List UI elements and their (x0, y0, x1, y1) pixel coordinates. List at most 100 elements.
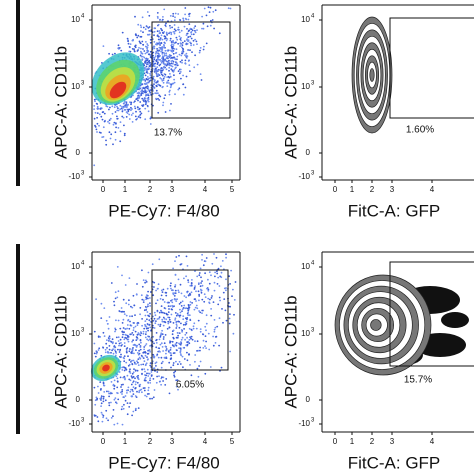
event-dot (167, 79, 170, 82)
x-tick-label: 0 (101, 437, 106, 446)
event-dot (179, 71, 182, 73)
event-dot (135, 344, 138, 347)
event-dot (164, 73, 167, 76)
event-dot (146, 76, 149, 78)
event-dot (210, 274, 212, 277)
event-dot (207, 332, 210, 335)
event-dot (209, 366, 212, 368)
event-dot (187, 314, 190, 316)
event-dot (176, 38, 179, 41)
event-dot (145, 77, 148, 80)
event-dot (228, 317, 231, 320)
event-dot (137, 374, 140, 377)
event-dot (216, 325, 219, 328)
event-dot (179, 363, 182, 365)
event-dot (139, 313, 142, 316)
gate (151, 21, 231, 119)
event-dot (207, 6, 210, 9)
event-dot (176, 298, 179, 301)
event-dot (183, 295, 186, 297)
event-dot (138, 114, 141, 117)
event-dot (136, 97, 139, 100)
event-dot (130, 324, 133, 327)
event-dot (121, 109, 124, 112)
event-dot (98, 113, 101, 116)
event-dot (159, 325, 162, 327)
event-dot (135, 381, 137, 383)
event-dot (166, 85, 169, 87)
event-dot (148, 90, 151, 93)
event-dot (202, 264, 205, 267)
event-dot (163, 97, 166, 100)
event-dot (155, 365, 157, 367)
x-tick-label: 1 (123, 437, 128, 446)
x-axis-label: FitC-A: GFP (348, 453, 441, 472)
event-dot (93, 117, 96, 120)
event-dot (187, 309, 190, 312)
event-dot (133, 352, 135, 355)
event-dot (182, 83, 185, 85)
event-dot (123, 369, 126, 372)
event-dot (152, 86, 155, 89)
event-dot (186, 55, 189, 58)
event-dot (142, 31, 144, 34)
event-dot (116, 117, 119, 120)
event-dot (127, 108, 130, 111)
event-dot (133, 105, 136, 108)
event-dot (216, 283, 219, 285)
event-dot (140, 363, 143, 366)
event-dot (137, 377, 139, 380)
event-dot (159, 351, 161, 353)
event-dot (198, 282, 200, 284)
event-dot (171, 26, 174, 29)
event-dot (162, 32, 165, 34)
event-dot (110, 381, 113, 383)
event-dot (169, 346, 172, 349)
event-dot (107, 120, 109, 123)
event-dot (144, 100, 147, 103)
event-dot (170, 62, 173, 65)
event-dot (205, 322, 208, 325)
event-dot (108, 402, 110, 404)
event-dot (117, 348, 119, 351)
event-dot (122, 116, 125, 119)
event-dot (108, 122, 111, 125)
event-dot (162, 350, 165, 352)
event-dot (156, 353, 159, 356)
event-dot (149, 302, 151, 304)
event-dot (162, 380, 165, 382)
event-dot (140, 52, 143, 55)
event-dot (96, 122, 99, 125)
event-dot (116, 377, 119, 380)
event-dot (158, 32, 161, 35)
event-dot (143, 50, 146, 52)
event-dot (161, 53, 164, 55)
event-dot (157, 283, 160, 286)
event-dot (215, 256, 218, 259)
event-dot (164, 49, 167, 52)
event-dot (157, 35, 160, 38)
event-dot (111, 53, 114, 56)
event-dot (164, 24, 167, 27)
event-dot (100, 399, 102, 401)
event-dot (185, 332, 188, 334)
y-tick-label: 10 (71, 82, 80, 91)
event-dot (181, 355, 184, 358)
event-dot (171, 49, 174, 51)
event-dot (165, 57, 168, 60)
event-dot (142, 330, 145, 333)
event-dot (137, 364, 140, 366)
event-dot (187, 60, 190, 62)
event-dot (168, 326, 171, 329)
event-dot (202, 48, 205, 51)
event-dot (97, 349, 100, 351)
event-dot (122, 106, 125, 109)
event-dot (128, 359, 131, 361)
event-dot (145, 82, 148, 84)
event-dot (174, 312, 177, 314)
event-dot (102, 397, 105, 400)
event-dot (111, 338, 114, 341)
event-dot (134, 387, 137, 390)
x-tick-label: 3 (390, 185, 395, 194)
event-dot (232, 288, 234, 291)
